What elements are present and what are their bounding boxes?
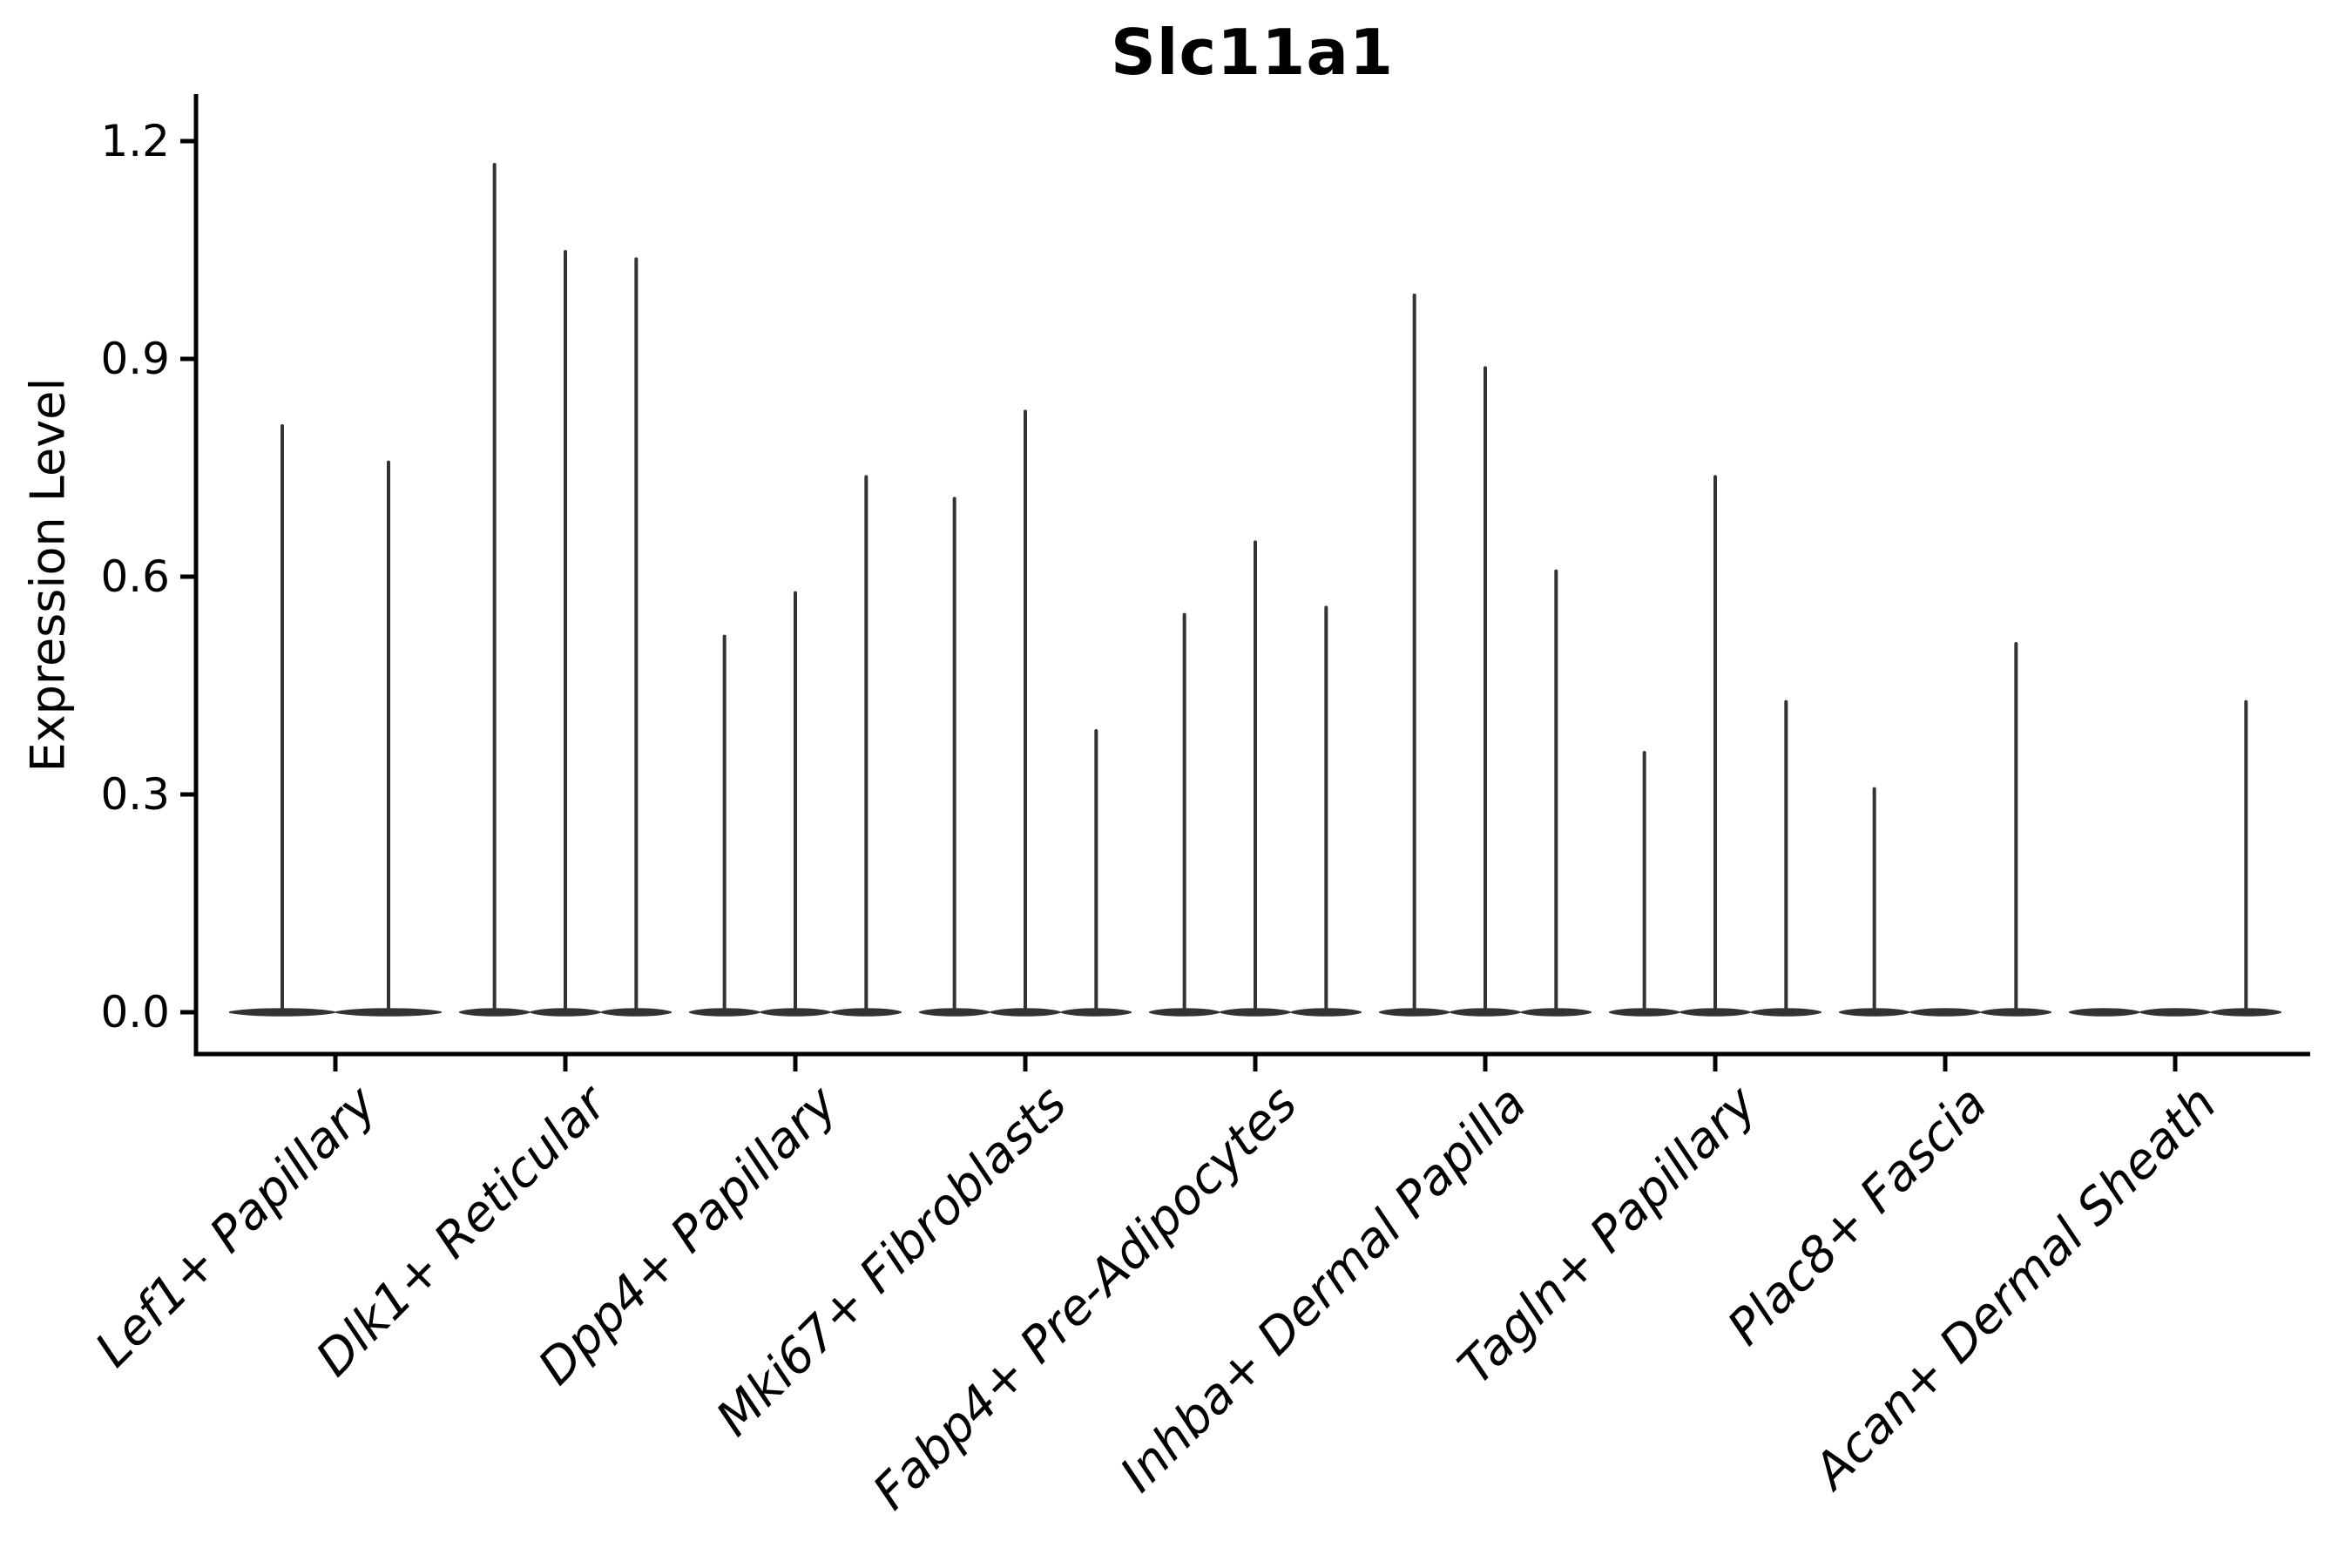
violin-body (1750, 1008, 1821, 1017)
violin-group (2069, 700, 2281, 1017)
violin-body (1839, 1008, 1910, 1017)
violin-group (1379, 294, 1592, 1017)
plot-title: Slc11a1 (1110, 16, 1395, 89)
violin-body (1290, 1008, 1362, 1017)
violin-body (2210, 1008, 2281, 1017)
violin-body (1149, 1008, 1220, 1017)
violin-group (1609, 475, 1821, 1017)
violin-group (689, 475, 902, 1017)
violin-group (229, 424, 442, 1017)
violin-body (689, 1008, 760, 1017)
axes-spines (193, 94, 2310, 1057)
violin-body (919, 1008, 990, 1017)
violin-body (1909, 1008, 1981, 1017)
y-tick-label: 0.0 (100, 987, 170, 1037)
y-ticks (180, 139, 196, 1015)
violin-body (1980, 1008, 2051, 1017)
y-tick-label: 1.2 (100, 116, 170, 166)
violin-body (830, 1008, 902, 1017)
y-tick-label: 0.9 (100, 334, 170, 384)
violin-body (2139, 1008, 2211, 1017)
y-tick-label: 0.6 (100, 551, 170, 602)
violin-body (1520, 1008, 1592, 1017)
violin-body (2069, 1008, 2140, 1017)
violin-group (1839, 642, 2051, 1017)
violin-group (1149, 540, 1362, 1017)
violins (229, 163, 2281, 1017)
violin-group (919, 409, 1132, 1017)
y-tick-label: 0.3 (100, 769, 170, 820)
x-ticks (333, 1056, 2178, 1071)
violin-body (1609, 1008, 1680, 1017)
violin-body (1379, 1008, 1450, 1017)
violin-body (1060, 1008, 1132, 1017)
violin-body (600, 1008, 672, 1017)
violin-group (459, 163, 672, 1017)
violin-body (459, 1008, 531, 1017)
